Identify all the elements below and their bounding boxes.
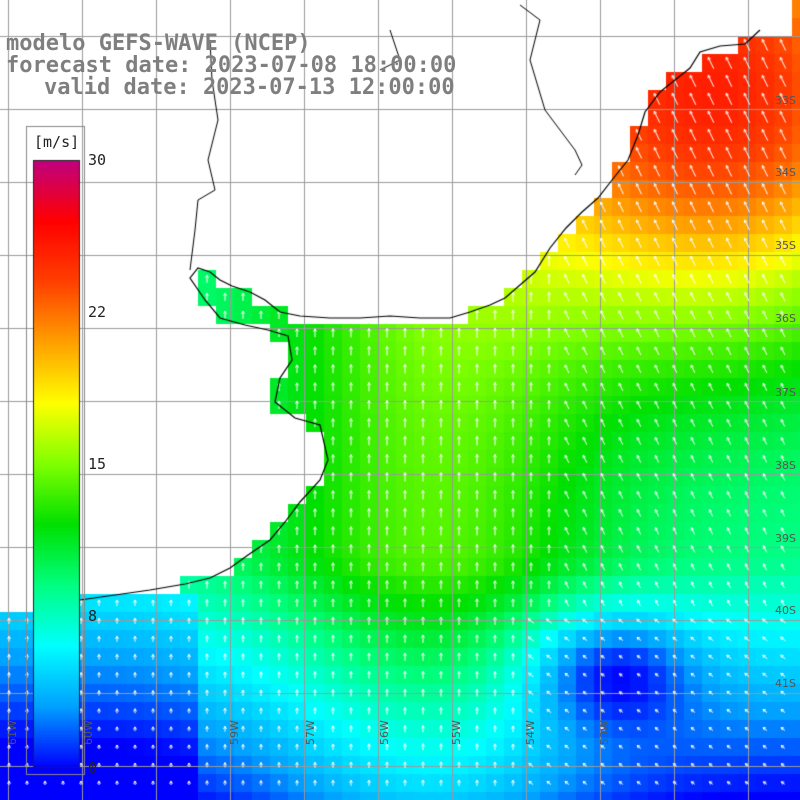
colorbar-unit: [m/s]	[34, 133, 80, 151]
lat-label: 36S	[775, 312, 796, 325]
lon-label: 59W	[228, 720, 241, 745]
lon-label: 56W	[378, 720, 391, 745]
colorbar-tick-30: 30	[88, 151, 107, 169]
title-forecast-date: forecast date: 2023-07-08 18:00:00	[6, 53, 457, 78]
lat-label: 41S	[775, 677, 796, 690]
lat-label: 38S	[775, 459, 796, 472]
colorbar-tick-0: 0	[88, 759, 98, 777]
colorbar-tick-22: 22	[88, 303, 107, 321]
lon-label: 61W	[6, 720, 19, 745]
lon-label: 57W	[304, 720, 317, 745]
lat-label: 37S	[775, 386, 796, 399]
lon-label: 53W	[598, 720, 611, 745]
lon-label: 54W	[524, 720, 537, 745]
lat-label: 39S	[775, 532, 796, 545]
title-model: modelo GEFS-WAVE (NCEP)	[6, 31, 311, 56]
lat-label: 34S	[775, 166, 796, 179]
lat-label: 40S	[775, 604, 796, 617]
title-valid-date: valid date: 2023-07-13 12:00:00	[44, 75, 455, 100]
colorbar-tick-8: 8	[88, 607, 98, 625]
lon-label: 55W	[450, 720, 463, 745]
colorbar-tick-15: 15	[88, 455, 107, 473]
lat-label: 35S	[775, 239, 796, 252]
lat-label: 33S	[775, 94, 796, 107]
lon-label: 60W	[82, 720, 95, 745]
